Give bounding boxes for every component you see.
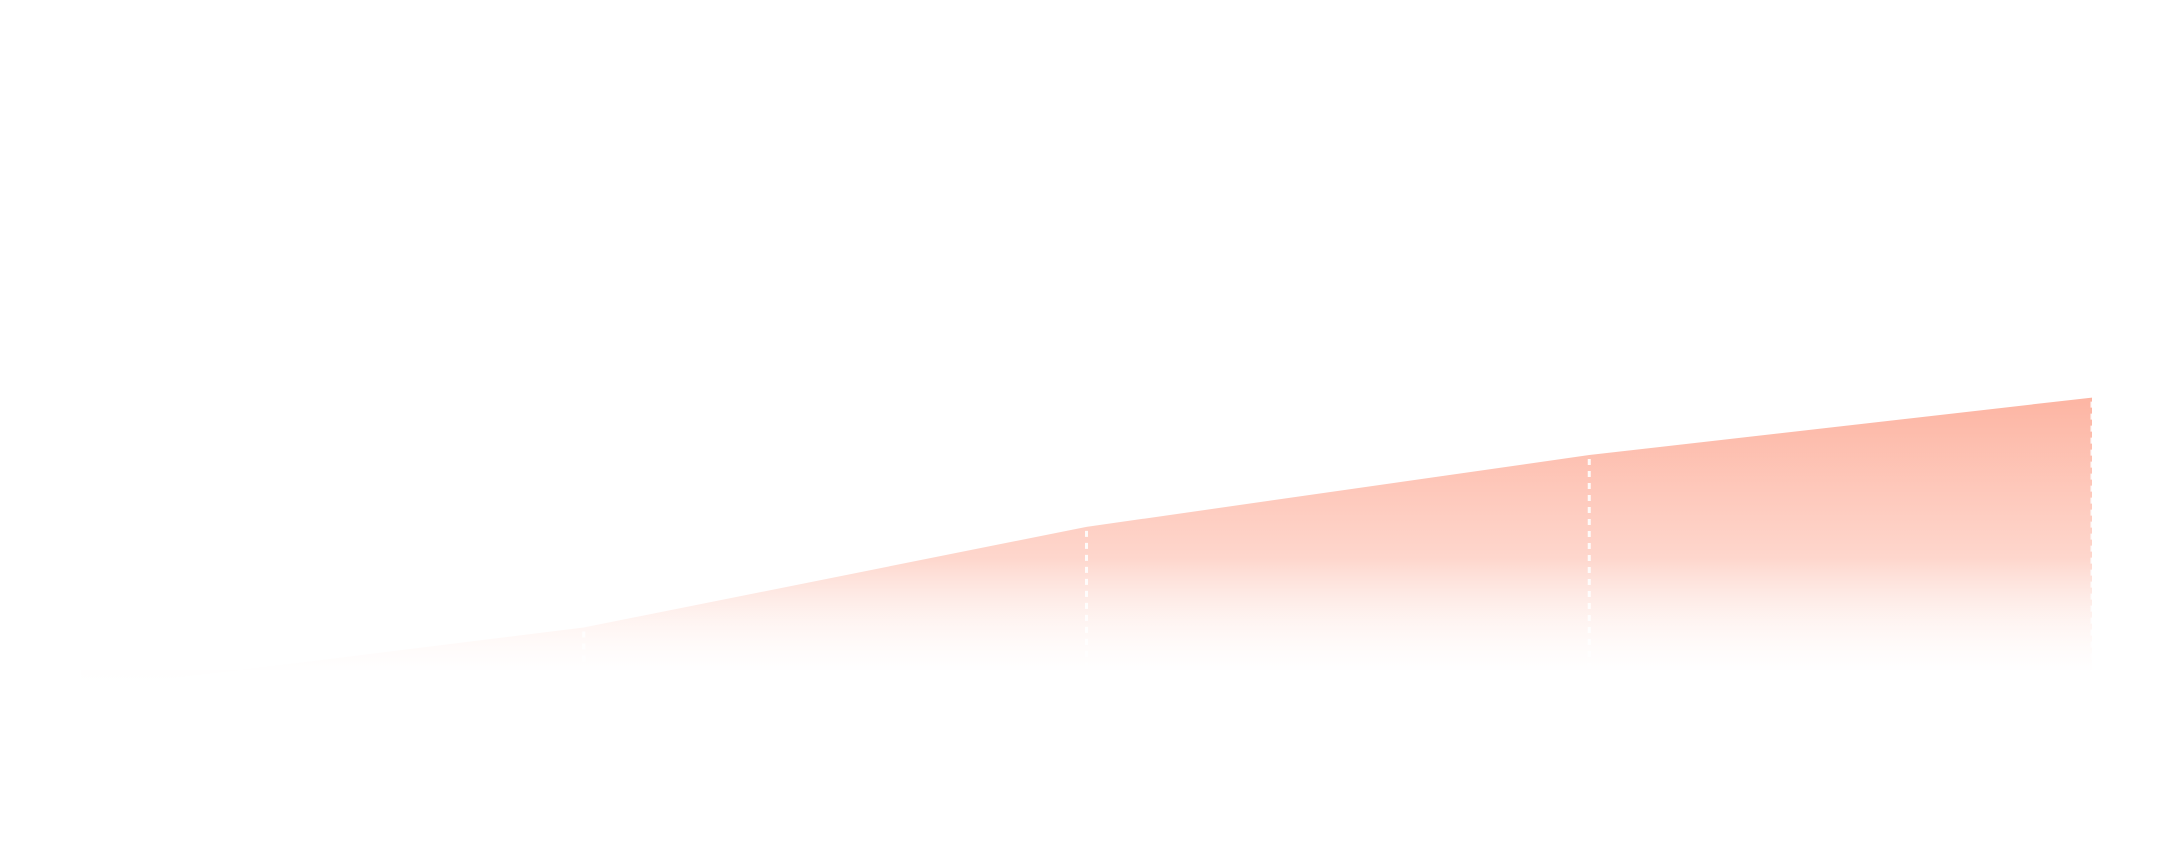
drop-lines (79, 401, 2094, 694)
